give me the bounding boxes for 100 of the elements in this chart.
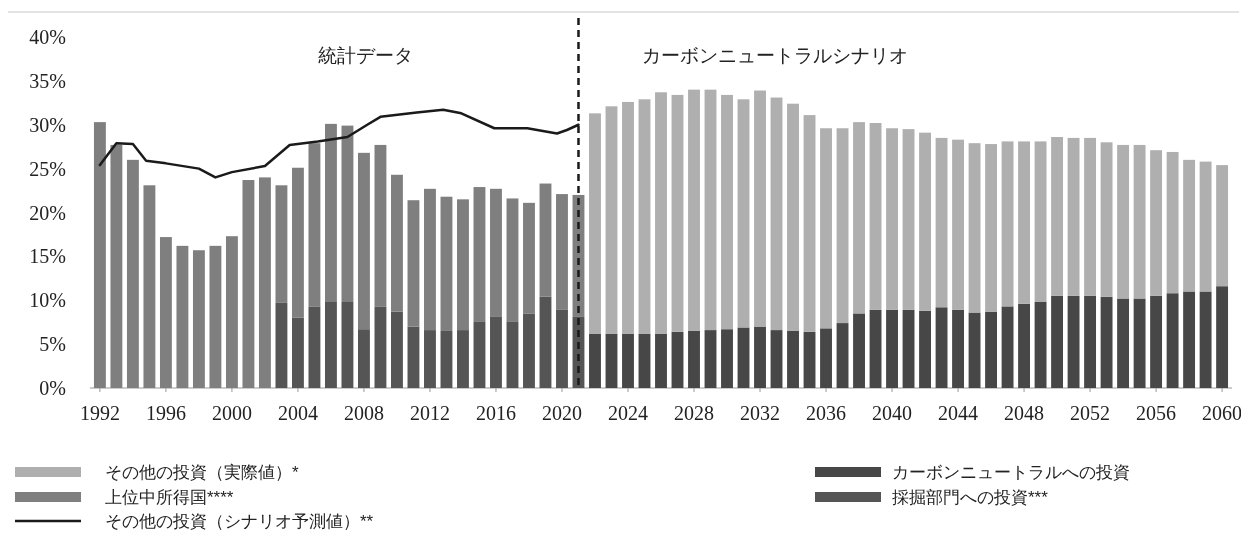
x-tick-label: 2004 bbox=[277, 402, 318, 424]
bar bbox=[985, 144, 997, 312]
bar bbox=[1133, 144, 1146, 299]
x-tick-label: 2020 bbox=[541, 402, 582, 424]
legend-label: 採掘部門への投資*** bbox=[892, 488, 1049, 507]
bar bbox=[1150, 295, 1163, 388]
bar bbox=[506, 321, 519, 388]
bar bbox=[919, 310, 931, 388]
bar bbox=[391, 174, 403, 312]
bar bbox=[93, 122, 106, 388]
bar bbox=[374, 144, 387, 307]
annotation: カーボンニュートラルシナリオ bbox=[642, 45, 908, 66]
bar bbox=[770, 97, 783, 331]
x-tick-label: 2008 bbox=[343, 402, 384, 424]
bar bbox=[143, 185, 156, 388]
x-tick-label: 2000 bbox=[211, 402, 252, 424]
bar bbox=[952, 309, 964, 388]
bar bbox=[440, 196, 453, 331]
bar bbox=[869, 309, 882, 388]
bar bbox=[473, 321, 486, 388]
y-tick-label: 10% bbox=[29, 289, 66, 312]
bar bbox=[704, 330, 717, 388]
x-tick-label: 2036 bbox=[806, 402, 847, 424]
bar bbox=[671, 331, 684, 388]
bar bbox=[869, 123, 882, 310]
bar bbox=[688, 89, 700, 331]
x-tick-label: 2044 bbox=[938, 402, 979, 424]
legend-label: その他の投資（実際値）* bbox=[105, 463, 299, 482]
bar bbox=[919, 132, 931, 311]
x-tick-label: 2040 bbox=[872, 402, 913, 424]
bar bbox=[803, 331, 816, 388]
bar bbox=[374, 306, 387, 388]
bar bbox=[655, 333, 667, 388]
bar bbox=[275, 185, 288, 303]
y-tick-label: 35% bbox=[29, 69, 66, 92]
bar bbox=[622, 333, 634, 388]
bar bbox=[754, 90, 766, 327]
bar bbox=[539, 183, 552, 297]
bar bbox=[424, 330, 436, 388]
bar bbox=[1117, 144, 1130, 299]
bar bbox=[292, 317, 304, 388]
legend-label: その他の投資（シナリオ予測値）** bbox=[105, 512, 374, 531]
bar bbox=[968, 312, 981, 388]
bar bbox=[770, 330, 783, 388]
annotation: 統計データ bbox=[317, 45, 413, 66]
bar bbox=[440, 330, 453, 388]
bar bbox=[589, 113, 601, 334]
bar bbox=[225, 236, 238, 388]
bar bbox=[737, 327, 750, 388]
bar bbox=[1199, 291, 1212, 388]
bar bbox=[655, 92, 667, 334]
bar bbox=[902, 129, 915, 310]
bar bbox=[490, 316, 502, 388]
bar bbox=[820, 328, 832, 388]
x-tick-label: 2048 bbox=[1004, 402, 1045, 424]
bar bbox=[457, 330, 469, 388]
bar bbox=[1001, 306, 1014, 388]
bar bbox=[1051, 137, 1064, 296]
bar bbox=[1150, 150, 1163, 296]
bar bbox=[110, 144, 123, 388]
bar bbox=[258, 177, 271, 388]
bar bbox=[1216, 165, 1229, 287]
bar bbox=[341, 125, 354, 303]
bar bbox=[325, 123, 337, 303]
bar bbox=[457, 199, 469, 331]
bar bbox=[671, 94, 684, 332]
bar bbox=[275, 302, 288, 388]
bar bbox=[1117, 298, 1130, 388]
bar bbox=[886, 128, 898, 310]
x-tick-label: 2024 bbox=[607, 402, 648, 424]
bar bbox=[126, 159, 139, 388]
y-tick-label: 30% bbox=[29, 113, 66, 136]
y-tick-label: 25% bbox=[29, 157, 66, 180]
bar bbox=[589, 333, 601, 388]
bar bbox=[968, 143, 981, 313]
bar bbox=[325, 302, 337, 388]
bar bbox=[737, 99, 750, 328]
y-tick-label: 40% bbox=[29, 26, 66, 48]
bar bbox=[1018, 141, 1030, 304]
bar bbox=[605, 333, 618, 388]
bar bbox=[473, 187, 486, 322]
bar bbox=[787, 103, 799, 331]
bar bbox=[853, 313, 865, 388]
bar bbox=[176, 245, 189, 388]
bar bbox=[424, 188, 436, 331]
bar bbox=[556, 194, 568, 310]
x-tick-label: 2056 bbox=[1136, 402, 1177, 424]
bar bbox=[292, 167, 304, 318]
bar bbox=[803, 115, 816, 332]
bar bbox=[1051, 295, 1064, 388]
x-tick-label: 2012 bbox=[409, 402, 450, 424]
bar bbox=[539, 296, 552, 388]
bar bbox=[1216, 286, 1229, 388]
bar bbox=[754, 326, 766, 388]
bar bbox=[159, 237, 172, 388]
legend-label: 上位中所得国**** bbox=[105, 488, 234, 507]
y-tick-label: 0% bbox=[39, 377, 66, 399]
bar bbox=[721, 329, 733, 388]
bar bbox=[853, 122, 865, 314]
y-tick-label: 20% bbox=[29, 201, 66, 224]
